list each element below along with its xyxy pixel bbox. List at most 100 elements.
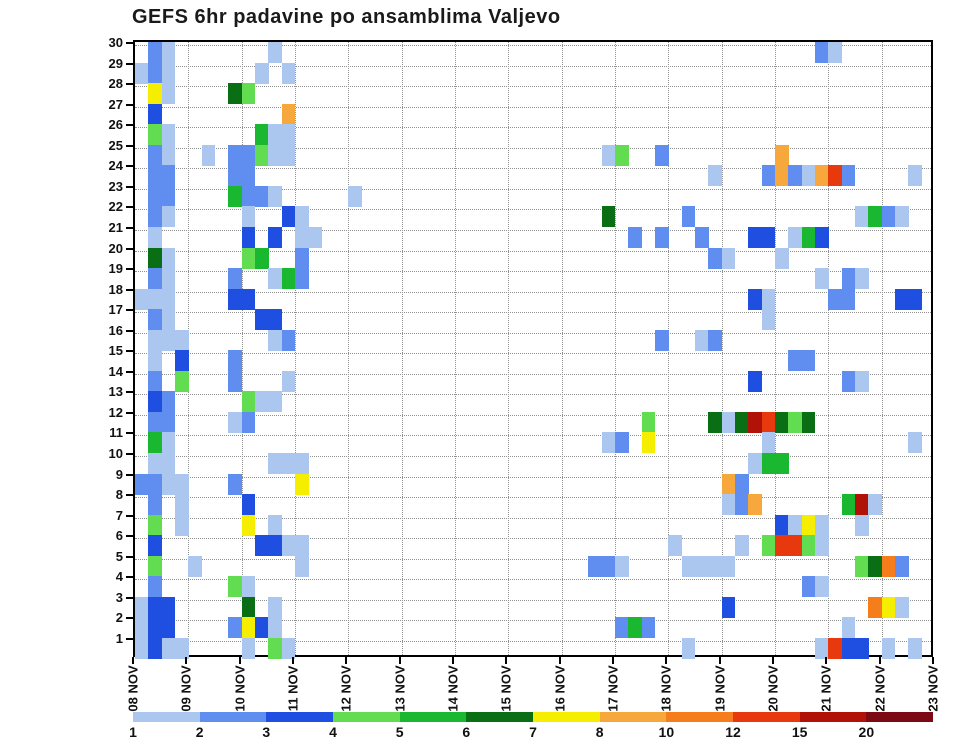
- heatmap-cell: [175, 637, 189, 659]
- x-tick-label: 13 NOV: [392, 665, 408, 712]
- gridline-h: [135, 599, 931, 601]
- heatmap-cell: [721, 411, 736, 433]
- gridline-h: [135, 332, 931, 334]
- heatmap-cell: [881, 555, 896, 577]
- heatmap-cell: [228, 185, 243, 207]
- heatmap-cell: [148, 391, 163, 413]
- heatmap-cell: [775, 411, 789, 433]
- heatmap-cell: [628, 617, 643, 639]
- y-tick-label: 27: [108, 96, 123, 112]
- heatmap-cell: [268, 453, 283, 475]
- y-tick-label: 10: [108, 446, 123, 461]
- gridline-v: [668, 42, 670, 655]
- heatmap-cell: [281, 370, 296, 392]
- gridline-h: [135, 456, 931, 457]
- heatmap-cell: [161, 62, 176, 84]
- legend-segment: [399, 712, 467, 722]
- y-axis-tick: [126, 494, 133, 497]
- heatmap-cell: [828, 42, 843, 64]
- heatmap-cell: [841, 288, 856, 310]
- heatmap-cell: [775, 514, 789, 536]
- x-tick-label: 23 NOV: [925, 665, 941, 712]
- y-tick-label: 20: [108, 240, 123, 256]
- heatmap-cell: [908, 165, 923, 187]
- y-tick-label: 28: [108, 76, 123, 92]
- heatmap-cell: [241, 226, 256, 248]
- heatmap-cell: [255, 124, 269, 146]
- y-axis-tick: [126, 555, 133, 558]
- y-axis-tick: [126, 453, 133, 455]
- heatmap-cell: [148, 514, 163, 536]
- heatmap-cell: [148, 62, 163, 84]
- y-axis-tick: [126, 288, 133, 291]
- heatmap-cell: [161, 617, 176, 639]
- heatmap-cell: [641, 617, 656, 639]
- heatmap-cell: [801, 514, 816, 536]
- heatmap-cell: [841, 165, 856, 187]
- gridline-h: [135, 168, 931, 170]
- gridline-h: [135, 65, 931, 67]
- gridline-h: [135, 127, 931, 129]
- y-axis-tick: [126, 637, 133, 640]
- heatmap-cell: [615, 432, 629, 454]
- legend-segment: [133, 712, 201, 722]
- heatmap-cell: [295, 247, 309, 269]
- heatmap-cell: [721, 555, 736, 577]
- gridline-h: [135, 435, 931, 437]
- heatmap-cell: [908, 432, 923, 454]
- heatmap-cell: [161, 42, 176, 64]
- heatmap-cell: [855, 370, 869, 392]
- y-tick-label: 3: [115, 589, 123, 605]
- x-tick-label: 09 NOV: [178, 665, 194, 712]
- heatmap-cell: [841, 637, 856, 659]
- heatmap-cell: [148, 596, 163, 618]
- heatmap-cell: [708, 165, 723, 187]
- x-tick-label: 20 NOV: [765, 665, 781, 712]
- heatmap-cell: [281, 268, 296, 290]
- heatmap-cell: [228, 576, 243, 598]
- heatmap-cell: [281, 103, 296, 125]
- heatmap-cell: [708, 411, 723, 433]
- x-tick-label: 14 NOV: [445, 665, 461, 712]
- heatmap-cell: [775, 165, 789, 187]
- heatmap-cell: [855, 268, 869, 290]
- heatmap-cell: [681, 555, 696, 577]
- y-axis-tick: [126, 617, 133, 620]
- heatmap-cell: [868, 555, 883, 577]
- x-tick-label: 19 NOV: [712, 665, 728, 712]
- x-axis-tick: [238, 657, 241, 664]
- legend-segment: [666, 712, 734, 722]
- legend-label: 15: [791, 724, 808, 740]
- heatmap-cell: [268, 391, 283, 413]
- heatmap-cell: [775, 535, 789, 557]
- x-tick-label: 10 NOV: [232, 665, 248, 712]
- heatmap-cell: [268, 124, 283, 146]
- heatmap-cell: [868, 596, 883, 618]
- y-tick-label: 19: [108, 261, 123, 277]
- heatmap-cell: [868, 494, 883, 516]
- heatmap-cell: [161, 185, 176, 207]
- y-tick-label: 5: [115, 548, 123, 564]
- heatmap-cell: [815, 535, 829, 557]
- heatmap-cell: [148, 42, 163, 64]
- x-tick-label: 16 NOV: [552, 665, 568, 712]
- heatmap-cell: [855, 637, 869, 659]
- heatmap-cell: [815, 514, 829, 536]
- heatmap-cell: [641, 411, 656, 433]
- heatmap-cell: [135, 62, 149, 84]
- legend-segment: [266, 712, 334, 722]
- heatmap-cell: [761, 309, 776, 331]
- y-axis-tick: [126, 42, 133, 44]
- heatmap-cell: [268, 617, 283, 639]
- gridline-h: [135, 373, 931, 375]
- heatmap-cell: [268, 226, 283, 248]
- heatmap-cell: [695, 226, 709, 248]
- heatmap-cell: [748, 453, 763, 475]
- heatmap-cell: [135, 288, 149, 310]
- legend-label: 1: [129, 724, 137, 740]
- heatmap-cell: [281, 329, 296, 351]
- y-tick-label: 11: [109, 425, 123, 441]
- y-axis-tick: [126, 596, 133, 599]
- y-tick-label: 16: [108, 322, 123, 338]
- heatmap-cell: [748, 370, 763, 392]
